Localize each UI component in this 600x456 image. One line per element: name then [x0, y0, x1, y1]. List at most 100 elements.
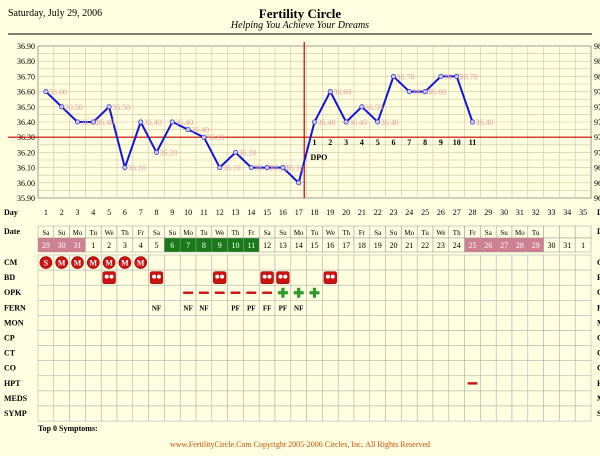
weekday-cell [559, 225, 576, 239]
grid-cell [448, 375, 465, 392]
cm-menses-marker-letter: M [121, 259, 129, 268]
chart-date: Saturday, July 29, 2006 [8, 8, 103, 19]
grid-cell [511, 284, 529, 301]
grid-cell [116, 269, 134, 286]
temperature-point [43, 89, 49, 95]
grid-cell [116, 300, 134, 316]
temperature-point [154, 149, 160, 155]
weekday-label: Mo [404, 229, 414, 237]
grid-cell [132, 284, 149, 301]
grid-cell [179, 269, 197, 286]
grid-cell [195, 254, 213, 271]
grid-cell [574, 405, 592, 422]
date-number: 30 [58, 241, 66, 250]
weekday-label: Mo [515, 229, 525, 237]
grid-cell [543, 330, 560, 346]
grid-cell [543, 360, 560, 377]
grid-cell [495, 390, 513, 407]
cm-menses-marker [55, 256, 69, 269]
cm-menses-marker-letter: M [105, 259, 113, 268]
weekday-label: Su [58, 229, 66, 237]
grid-cell [448, 330, 465, 346]
grid-cell [337, 254, 355, 271]
grid-cell [53, 405, 70, 422]
day-number: 28 [469, 208, 477, 217]
grid-cell [511, 360, 529, 377]
grid-cell [243, 330, 260, 346]
temperature-label: 36.60 [428, 88, 446, 97]
date-number: 20 [390, 241, 398, 250]
grid-cell [511, 254, 529, 271]
y-tick-left: 35.90 [17, 194, 35, 203]
grid-cell [416, 284, 434, 301]
grid-cell [416, 315, 434, 331]
grid-cell [274, 315, 292, 331]
day-number: 5 [107, 208, 111, 217]
grid-cell [574, 254, 592, 271]
grid-cell [369, 254, 386, 271]
grid-cell [369, 330, 386, 346]
grid-cell [464, 315, 481, 331]
grid-cell [480, 284, 497, 301]
grid-cell [132, 405, 149, 422]
grid-cell [337, 284, 355, 301]
fern-value: PF [247, 304, 256, 312]
grid-cell [495, 284, 513, 301]
day-number: 35 [579, 208, 587, 217]
date-number: 30 [548, 241, 556, 250]
dpo-number: 9 [439, 138, 443, 147]
grid-cell [369, 284, 386, 301]
grid-cell [495, 254, 513, 271]
temperature-label: 36.40 [96, 118, 114, 127]
fern-value: PF [279, 304, 288, 312]
grid-cell [322, 375, 339, 392]
grid-cell [574, 390, 592, 407]
fern-value: NF [183, 304, 192, 312]
grid-cell [401, 284, 418, 301]
dpo-number: 4 [360, 138, 364, 147]
grid-cell [574, 360, 592, 377]
cm-menses-marker-letter: M [90, 259, 98, 268]
grid-cell [227, 330, 244, 346]
grid-cell [369, 300, 386, 316]
bd-icon-figure-b [109, 274, 114, 279]
weekday-label: Sa [153, 229, 161, 237]
grid-cell [401, 330, 418, 346]
grid-cell [53, 315, 70, 331]
grid-cell [53, 269, 70, 286]
grid-cell [243, 360, 260, 377]
grid-cell [385, 284, 402, 301]
grid-cell [148, 254, 165, 271]
temperature-point [217, 165, 223, 171]
grid-cell [306, 254, 323, 271]
grid-cell [290, 405, 307, 422]
dpo-number: 10 [453, 138, 461, 147]
day-number: 2 [60, 208, 64, 217]
grid-cell [243, 345, 260, 361]
date-number: 1 [581, 241, 585, 250]
weekday-label: We [215, 229, 224, 237]
bd-icon-figure-b [220, 274, 225, 279]
grid-cell [416, 360, 434, 377]
grid-cell [416, 269, 434, 286]
grid-cell [495, 345, 513, 361]
grid-cell [53, 300, 70, 316]
grid-cell [164, 360, 181, 377]
row-label-right: CO [597, 364, 600, 373]
weekday-label: Su [279, 229, 287, 237]
grid-cell [432, 315, 450, 331]
grid-cell [401, 269, 418, 286]
row-label-left: CT [4, 349, 16, 358]
bd-icon-figure-a [152, 274, 157, 279]
dpo-number: 8 [423, 138, 427, 147]
bd-icon [213, 271, 227, 284]
day-number: 25 [421, 208, 429, 217]
cm-spotting-marker-letter: S [44, 259, 49, 268]
y-tick-right: 98.42 [594, 42, 600, 51]
weekday-label: Sa [485, 229, 493, 237]
grid-cell [559, 284, 576, 301]
y-tick-right: 97.52 [594, 118, 600, 127]
grid-cell [37, 405, 55, 422]
day-number: 1 [44, 208, 48, 217]
